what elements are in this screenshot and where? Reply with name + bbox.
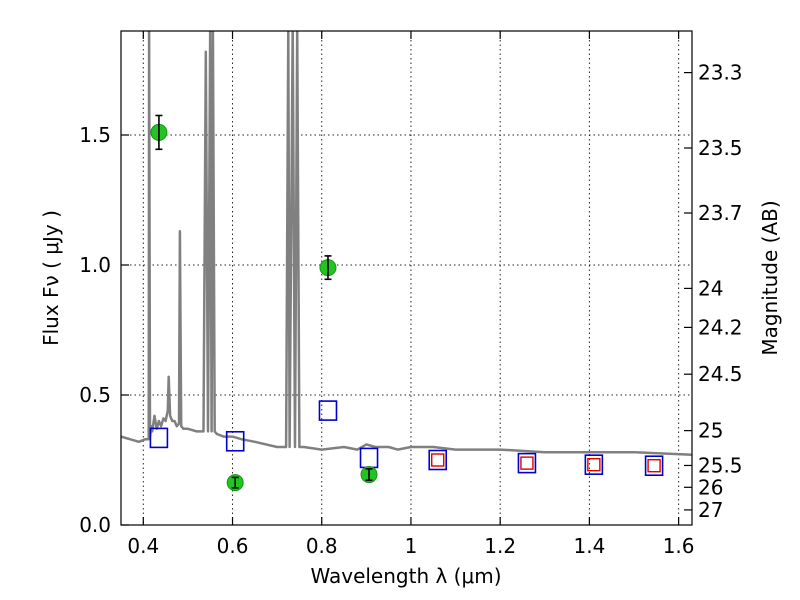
model-flux-square bbox=[644, 455, 664, 477]
y-tick-label: 1.0 bbox=[79, 253, 111, 277]
model-flux-square bbox=[225, 430, 245, 452]
y2-tick-label: 23.7 bbox=[698, 201, 743, 225]
model-flux-square bbox=[149, 427, 169, 449]
upper-limit-square bbox=[587, 457, 601, 472]
model-flux-square bbox=[584, 454, 604, 475]
x-tick-label: 0.6 bbox=[217, 534, 249, 558]
y-tick-label: 0.0 bbox=[79, 513, 111, 537]
y2-tick-label: 24.2 bbox=[698, 315, 743, 339]
upper-limit-square bbox=[431, 453, 445, 467]
y-tick-label: 1.5 bbox=[79, 123, 111, 147]
x-tick-label: 1.2 bbox=[484, 534, 516, 558]
y2-tick-label: 25.5 bbox=[698, 453, 743, 477]
upper-limit-square bbox=[520, 456, 534, 470]
x-tick-label: 0.4 bbox=[127, 534, 159, 558]
model-flux-square bbox=[517, 452, 537, 474]
y2-axis-label: Magnitude (AB) bbox=[758, 200, 782, 355]
y2-tick-label: 23.3 bbox=[698, 61, 743, 85]
plot-area bbox=[121, 31, 692, 525]
y2-tick-label: 26 bbox=[698, 475, 723, 499]
plot-frame bbox=[120, 30, 693, 526]
y2-tick-label: 24.5 bbox=[698, 362, 743, 386]
x-tick-label: 1.6 bbox=[663, 534, 695, 558]
y2-tick-label: 23.5 bbox=[698, 136, 743, 160]
y-axis-label: Flux Fν ( μJy ) bbox=[39, 210, 63, 346]
x-tick-label: 1.4 bbox=[573, 534, 605, 558]
x-axis-label: Wavelength λ (μm) bbox=[310, 564, 501, 588]
y-tick-label: 0.5 bbox=[79, 383, 111, 407]
y2-tick-label: 25 bbox=[698, 419, 723, 443]
y2-tick-label: 24 bbox=[698, 276, 723, 300]
model-flux-square bbox=[318, 400, 338, 421]
x-tick-label: 0.8 bbox=[306, 534, 338, 558]
model-sed-curve bbox=[121, 31, 692, 457]
x-tick-label: 1 bbox=[405, 534, 418, 558]
model-flux-square bbox=[428, 449, 448, 471]
upper-limit-square bbox=[647, 459, 661, 473]
y2-tick-label: 27 bbox=[698, 498, 723, 522]
